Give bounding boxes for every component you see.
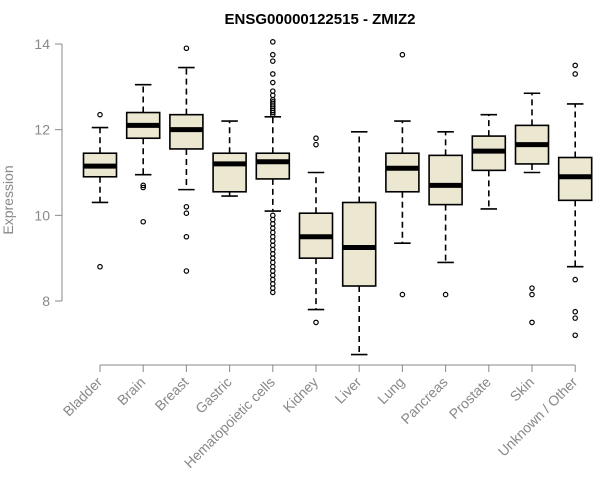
outlier-point <box>572 71 579 77</box>
outlier-point <box>269 51 276 58</box>
outlier-point <box>97 263 103 270</box>
box-gastric <box>212 120 247 197</box>
outlier-point <box>313 135 319 142</box>
outlier-point <box>269 111 276 118</box>
box-liver <box>341 131 377 356</box>
outlier-point <box>313 141 319 148</box>
outlier-point <box>269 58 276 64</box>
outlier-point <box>572 315 579 321</box>
box-iqr <box>212 152 247 193</box>
outlier-point <box>140 218 147 225</box>
outlier-point <box>442 291 449 298</box>
x-tick-label: Breast <box>152 374 192 414</box>
box-iqr <box>341 201 377 287</box>
box-iqr <box>385 152 420 193</box>
outlier-point <box>269 79 276 86</box>
box-iqr <box>255 152 291 180</box>
outlier-point <box>140 184 147 191</box>
box-pancreas <box>428 131 463 298</box>
outlier-point <box>97 111 103 118</box>
box-skin <box>514 92 550 326</box>
box-hematopoietic-cells <box>255 39 291 296</box>
box-bladder <box>82 111 118 270</box>
outlier-point <box>183 203 190 210</box>
x-tick-label: Lung <box>374 374 407 407</box>
box-series <box>82 39 593 356</box>
outlier-point <box>572 308 579 315</box>
outlier-point <box>572 332 579 339</box>
box-kidney <box>298 135 334 326</box>
outlier-point <box>572 62 579 69</box>
y-tick-label: 10 <box>34 207 50 223</box>
y-axis: 8 10 12 14 <box>34 36 63 309</box>
outlier-point <box>269 109 276 116</box>
outlier-point <box>269 71 276 77</box>
y-tick-label: 14 <box>34 36 50 52</box>
y-tick-label: 12 <box>34 122 50 138</box>
x-tick-label: Brain <box>114 374 148 408</box>
outlier-point <box>183 233 190 240</box>
outlier-point <box>140 182 147 189</box>
x-tick-label: Prostate <box>446 374 494 422</box>
outlier-point <box>529 319 535 326</box>
outlier-point <box>572 276 579 283</box>
box-brain <box>125 83 161 225</box>
outlier-point <box>183 210 190 216</box>
outlier-point <box>313 319 319 326</box>
box-prostate <box>471 113 507 210</box>
outlier-point <box>183 268 190 274</box>
x-tick-label: Pancreas <box>398 374 451 427</box>
x-tick-label: Skin <box>507 374 538 405</box>
x-tick-label: Gastric <box>192 374 235 417</box>
x-tick-label: Unknown / Other <box>495 374 581 460</box>
chart-title: ENSG00000122515 - ZMIZ2 <box>225 11 416 28</box>
box-unknown-other <box>557 62 593 339</box>
box-lung <box>385 51 420 298</box>
x-tick-label: Kidney <box>280 374 322 416</box>
outlier-point <box>529 285 535 291</box>
y-tick-label: 8 <box>42 293 50 309</box>
box-iqr <box>428 154 463 206</box>
x-tick-label: Bladder <box>60 374 106 420</box>
box-breast <box>169 45 204 274</box>
outlier-point <box>269 289 276 296</box>
outlier-point <box>269 39 276 45</box>
y-axis-label: Expression <box>0 165 16 234</box>
outlier-point <box>399 51 406 58</box>
outlier-point <box>399 291 406 298</box>
outlier-point <box>183 45 190 52</box>
outlier-point <box>529 291 535 298</box>
x-tick-label: Liver <box>332 374 365 407</box>
